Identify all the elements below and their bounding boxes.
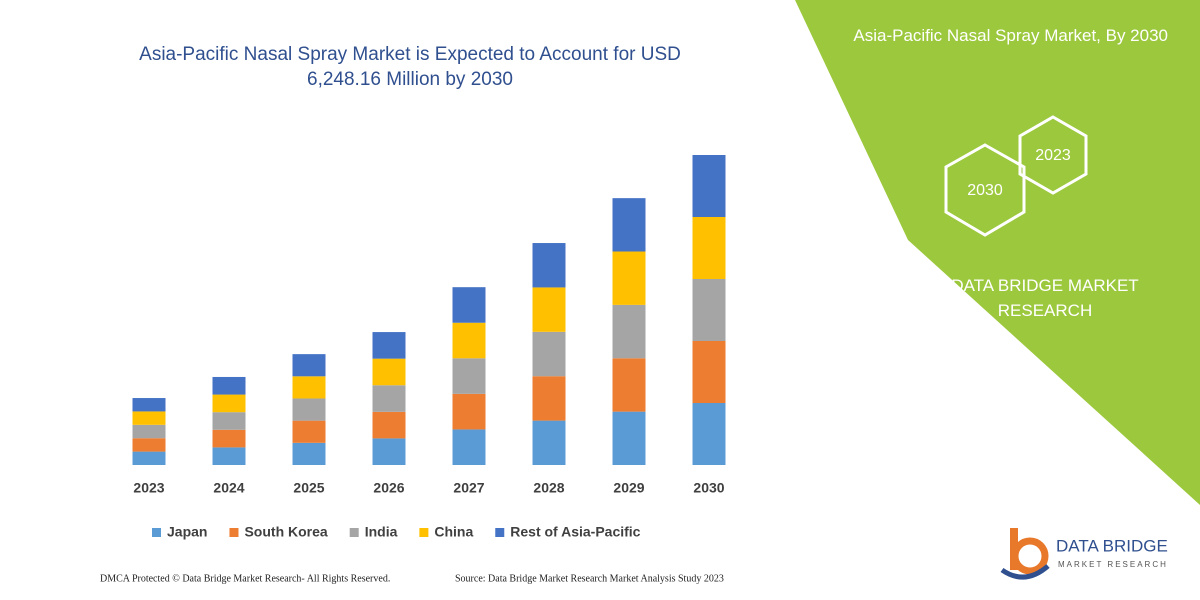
bar-segment — [372, 332, 406, 359]
logo-tagline: MARKET RESEARCH — [1058, 560, 1168, 569]
x-tick-label: 2026 — [373, 480, 404, 496]
x-tick-label: 2024 — [213, 480, 244, 496]
legend-label: India — [365, 524, 398, 540]
x-tick-label: 2023 — [133, 480, 164, 496]
bar-segment — [212, 412, 246, 430]
legend-swatch — [495, 528, 505, 537]
bar-segment — [452, 287, 486, 323]
x-tick-label: 2030 — [693, 480, 724, 496]
x-tick-label: 2029 — [613, 480, 644, 496]
legend-swatch — [152, 528, 161, 537]
hexagon — [1018, 115, 1088, 195]
x-tick-label: 2027 — [453, 480, 484, 496]
bar-segment — [692, 279, 726, 341]
bar-segment — [452, 429, 486, 465]
bar-segment — [212, 447, 246, 465]
bar-segment — [212, 429, 246, 448]
hexagon-label: 2023 — [1035, 147, 1071, 164]
bar-segment — [292, 420, 326, 443]
bar-segment — [132, 398, 166, 412]
bar-segment — [532, 420, 566, 465]
bar-segment — [532, 243, 566, 288]
legend-swatch — [349, 528, 359, 537]
bar-segment — [532, 287, 566, 332]
bar-segment — [132, 438, 166, 452]
bar-segment — [452, 322, 486, 359]
bar-segment — [212, 394, 246, 413]
bar-segment — [372, 385, 406, 412]
logo-bowl — [1011, 537, 1049, 575]
bar-segment — [612, 251, 646, 305]
hexagon — [944, 143, 1026, 237]
bar-segment — [292, 442, 326, 465]
logo-swoosh — [1000, 564, 1050, 580]
bar-segment — [372, 411, 406, 439]
source: Source: Data Bridge Market Research Mark… — [455, 573, 724, 584]
bar-segment — [132, 411, 166, 425]
x-tick-label: 2028 — [533, 480, 564, 496]
x-tick-label: 2025 — [293, 480, 324, 496]
side-panel-bg — [795, 0, 1200, 505]
legend-swatch — [229, 528, 239, 537]
bar-segment — [292, 398, 326, 421]
bar-segment — [212, 376, 246, 395]
logo-name: DATA BRIDGE — [1056, 536, 1168, 555]
side-title: Asia-Pacific Nasal Spray Market, By 2030 — [853, 26, 1168, 45]
bar-segment — [612, 198, 646, 252]
bar-segment — [452, 358, 486, 394]
brand: DATA BRIDGE MARKET RESEARCH — [951, 276, 1139, 320]
legend-label: Rest of Asia-Pacific — [510, 524, 640, 540]
bar-segment — [532, 331, 566, 377]
logo-icon — [1000, 528, 1050, 580]
legend-label: Japan — [167, 524, 207, 540]
bar-segment — [612, 358, 646, 412]
bar-segment — [692, 403, 726, 465]
legend-label: South Korea — [244, 524, 327, 540]
bar-segment — [372, 438, 406, 465]
bar-segment — [452, 393, 486, 430]
legend-swatch — [419, 528, 429, 537]
bar-segment — [532, 376, 566, 421]
bar-segment — [692, 217, 726, 279]
copyright: DMCA Protected © Data Bridge Market Rese… — [100, 573, 390, 584]
bar-segment — [292, 376, 326, 399]
bar-segment — [692, 341, 726, 403]
bar-segment — [292, 354, 326, 377]
bar-segment — [692, 155, 726, 217]
bar-segment — [132, 451, 166, 465]
legend-label: China — [434, 524, 473, 540]
chart-title: Asia-Pacific Nasal Spray Market is Expec… — [139, 44, 681, 90]
bar-segment — [612, 411, 646, 465]
hexagon-label: 2030 — [967, 182, 1003, 199]
bar-segment — [372, 358, 406, 386]
bar-segment — [612, 304, 646, 359]
bar-segment — [132, 424, 166, 439]
